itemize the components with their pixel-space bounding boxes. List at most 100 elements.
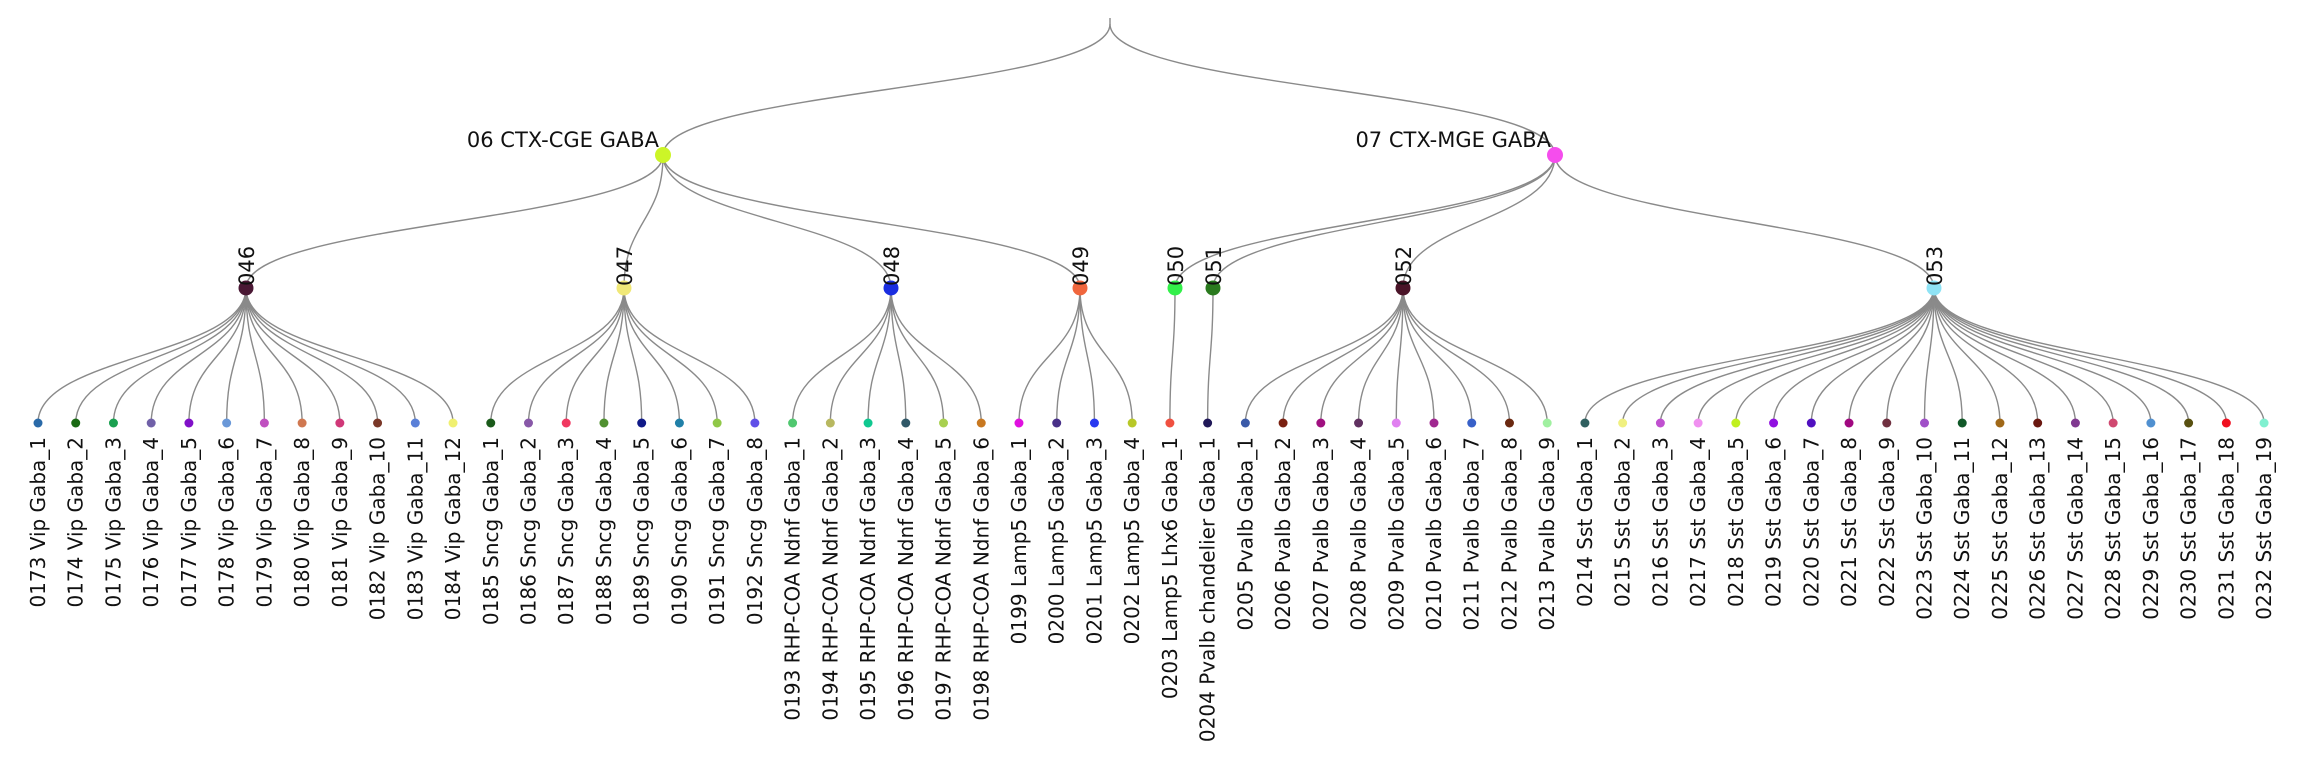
- leaf-label: 0205 Pvalb Gaba_1: [1233, 437, 1257, 630]
- leaf-label: 0194 RHP-COA Ndnf Gaba_2: [818, 437, 842, 721]
- leaf-label: 0199 Lamp5 Gaba_1: [1007, 437, 1031, 644]
- edge-subclass-to-leaf: [1244, 287, 1404, 424]
- leaf-node: [863, 418, 873, 428]
- leaf-label: 0229 Sst Gaba_16: [2139, 437, 2163, 620]
- leaf-label: 0185 Sncg Gaba_1: [479, 437, 503, 625]
- leaf-node: [1316, 418, 1326, 428]
- leaf-node: [1052, 418, 1062, 428]
- edge-class-to-subclass: [245, 154, 664, 289]
- leaf-node: [712, 418, 722, 428]
- edge-subclass-to-leaf: [791, 287, 892, 424]
- edge-subclass-to-leaf: [1621, 287, 1935, 424]
- leaf-node: [1127, 418, 1137, 428]
- leaf-node: [486, 418, 496, 428]
- leaf-node: [939, 418, 949, 428]
- leaf-node: [1806, 418, 1816, 428]
- edge-subclass-to-leaf: [527, 287, 625, 424]
- leaf-label: 0183 Vip Gaba_11: [403, 437, 427, 620]
- leaf-node: [448, 418, 458, 428]
- subclass-node: [1395, 280, 1411, 296]
- leaf-label: 0210 Pvalb Gaba_6: [1422, 437, 1446, 630]
- leaf-label: 0193 RHP-COA Ndnf Gaba_1: [781, 437, 805, 721]
- leaf-label: 0195 RHP-COA Ndnf Gaba_3: [856, 437, 880, 721]
- subclass-node: [1926, 280, 1942, 296]
- leaf-label: 0180 Vip Gaba_8: [290, 437, 314, 608]
- edge-subclass-to-leaf: [1933, 287, 2265, 424]
- edge-subclass-to-leaf: [245, 287, 341, 424]
- leaf-node: [599, 418, 609, 428]
- edge-subclass-to-leaf: [1810, 287, 1935, 424]
- subclass-label-047: 047: [613, 246, 637, 286]
- leaf-node: [373, 418, 383, 428]
- tree-edges: [37, 18, 2265, 424]
- subclass-label-051: 051: [1202, 246, 1226, 286]
- leaf-label: 0201 Lamp5 Gaba_3: [1082, 437, 1106, 644]
- subclass-node: [616, 280, 632, 296]
- leaf-node: [297, 418, 307, 428]
- edge-subclass-to-leaf: [1402, 287, 1511, 424]
- edge-subclass-to-leaf: [1320, 287, 1404, 424]
- edge-subclass-to-leaf: [37, 287, 247, 424]
- edge-subclass-to-leaf: [112, 287, 247, 424]
- edge-subclass-to-leaf: [623, 287, 718, 424]
- leaf-label: 0227 Sst Gaba_14: [2063, 437, 2087, 620]
- leaf-node: [825, 418, 835, 428]
- leaf-label: 0197 RHP-COA Ndnf Gaba_5: [932, 437, 956, 721]
- leaf-label: 0202 Lamp5 Gaba_4: [1120, 437, 1144, 644]
- leaf-node: [2070, 418, 2080, 428]
- leaf-label: 0215 Sst Gaba_2: [1611, 437, 1635, 607]
- leaf-node: [2146, 418, 2156, 428]
- leaf-label: 0228 Sst Gaba_15: [2101, 437, 2125, 620]
- leaf-node: [1731, 418, 1741, 428]
- leaf-label: 0175 Vip Gaba_3: [101, 437, 125, 608]
- edge-root-to-class: [662, 23, 1111, 156]
- leaf-node: [561, 418, 571, 428]
- leaf-label: 0213 Pvalb Gaba_9: [1535, 437, 1559, 630]
- edge-subclass-to-leaf: [1848, 287, 1935, 424]
- edge-subclass-to-leaf: [1169, 287, 1176, 424]
- leaf-node: [1920, 418, 1929, 428]
- edge-subclass-to-leaf: [890, 287, 907, 424]
- edge-subclass-to-leaf: [1018, 287, 1081, 424]
- leaf-node: [2221, 418, 2231, 428]
- class-node: [1547, 147, 1563, 163]
- edge-subclass-to-leaf: [1402, 287, 1548, 424]
- edge-subclass-to-leaf: [1886, 287, 1935, 424]
- edge-subclass-to-leaf: [565, 287, 625, 424]
- edge-subclass-to-leaf: [1659, 287, 1935, 424]
- edge-subclass-to-leaf: [245, 287, 266, 424]
- leaf-label: 0223 Sst Gaba_10: [1913, 437, 1937, 620]
- edge-subclass-to-leaf: [1056, 287, 1081, 424]
- leaf-node: [1354, 418, 1364, 428]
- subclass-node: [883, 280, 899, 296]
- leaf-label: 0207 Pvalb Gaba_3: [1309, 437, 1333, 630]
- edge-root-to-class: [1109, 23, 1556, 156]
- edge-subclass-to-leaf: [1282, 287, 1404, 424]
- leaf-label: 0211 Pvalb Gaba_7: [1460, 437, 1484, 630]
- tree-labels: 06 CTX-CGE GABA 07 CTX-MGE GABA 046 047 048 0…: [26, 128, 2276, 742]
- edge-subclass-to-leaf: [623, 287, 681, 424]
- leaf-label: 0216 Sst Gaba_3: [1648, 437, 1672, 607]
- leaf-node: [335, 418, 345, 428]
- leaf-label: 0191 Sncg Gaba_7: [705, 437, 729, 625]
- leaf-node: [1089, 418, 1099, 428]
- leaf-node: [2033, 418, 2043, 428]
- edge-subclass-to-leaf: [890, 287, 982, 424]
- leaf-node: [2108, 418, 2118, 428]
- edge-subclass-to-leaf: [623, 287, 756, 424]
- leaf-label: 0192 Sncg Gaba_8: [743, 437, 767, 625]
- leaf-label: 0220 Sst Gaba_7: [1799, 437, 1823, 607]
- leaf-node: [750, 418, 760, 428]
- leaf-label: 0208 Pvalb Gaba_4: [1347, 437, 1371, 630]
- edge-subclass-to-leaf: [245, 287, 379, 424]
- leaf-node: [33, 418, 43, 428]
- leaf-label: 0186 Sncg Gaba_2: [516, 437, 540, 625]
- leaf-node: [1278, 418, 1288, 428]
- leaf-node: [1391, 418, 1401, 428]
- subclass-label-049: 049: [1069, 246, 1093, 286]
- edge-subclass-to-leaf: [1206, 287, 1214, 424]
- leaf-label: 0177 Vip Gaba_5: [177, 437, 201, 608]
- edge-subclass-to-leaf: [1402, 287, 1473, 424]
- subclass-label-046: 046: [235, 246, 259, 286]
- leaf-node: [523, 418, 533, 428]
